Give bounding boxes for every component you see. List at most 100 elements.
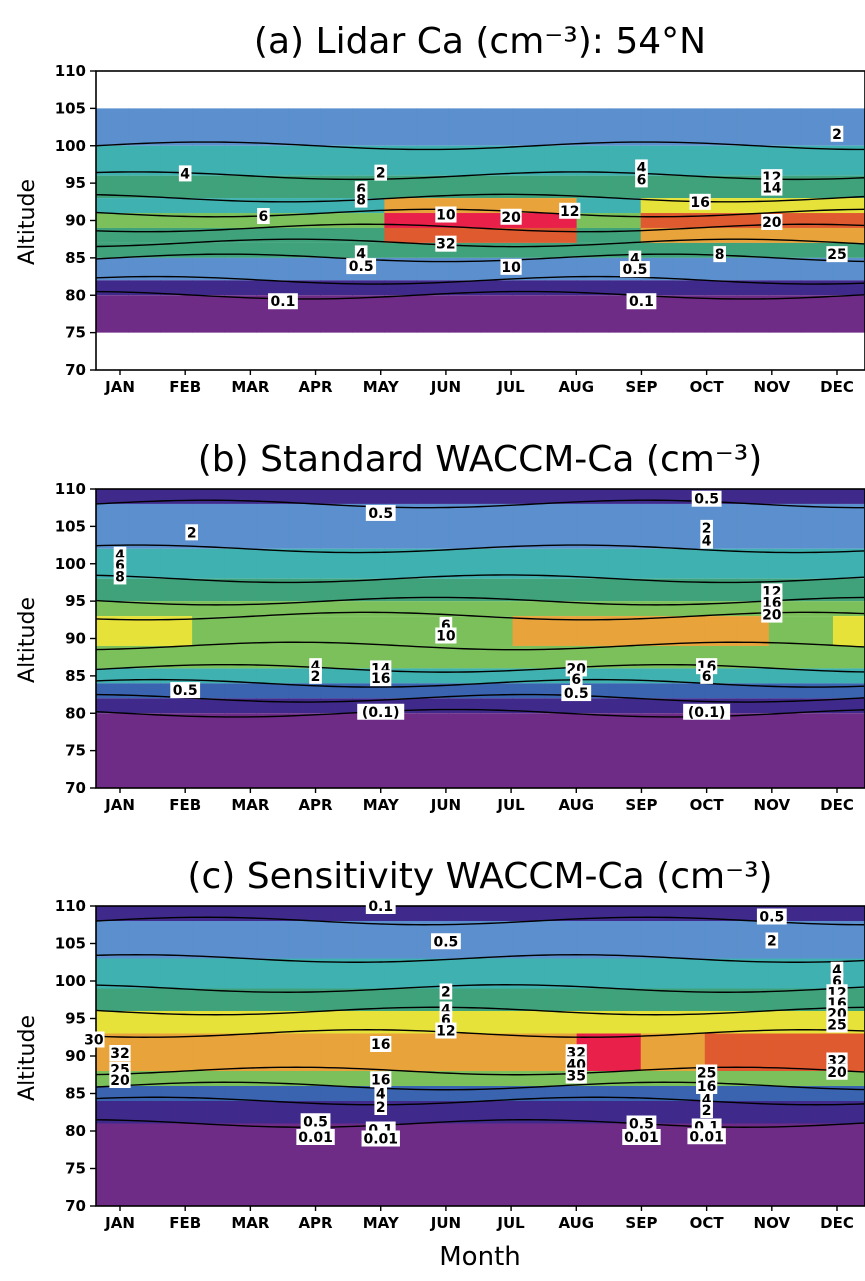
contour-fill bbox=[128, 198, 161, 214]
contour-label-bg bbox=[257, 208, 270, 225]
contour-fill bbox=[448, 683, 482, 699]
contour-fill bbox=[512, 713, 546, 788]
contour-fill bbox=[192, 548, 225, 579]
contour-fill bbox=[448, 295, 482, 333]
contour-fill bbox=[288, 548, 321, 579]
contour-fill bbox=[352, 295, 385, 333]
contour-fill bbox=[704, 295, 738, 333]
y-tick-label: 90 bbox=[65, 630, 86, 648]
contour-fill bbox=[800, 988, 834, 1011]
contour-fill bbox=[224, 616, 257, 646]
contour-fill bbox=[96, 198, 129, 214]
contour-fill bbox=[224, 227, 257, 243]
contour-fill bbox=[704, 601, 738, 617]
contour-fill bbox=[320, 1086, 353, 1101]
y-tick-label: 85 bbox=[65, 249, 86, 267]
contour-fill bbox=[448, 668, 482, 684]
contour-fill bbox=[608, 906, 642, 921]
contour-fill bbox=[160, 1101, 193, 1124]
x-tick-label: FEB bbox=[169, 378, 201, 396]
contour-fill bbox=[96, 1101, 129, 1124]
contour-fill bbox=[256, 257, 289, 281]
contour-fill bbox=[576, 108, 610, 146]
contour-fill bbox=[224, 698, 257, 714]
contour-fill bbox=[192, 1101, 225, 1124]
contour-label-bg bbox=[830, 125, 844, 142]
contour-fill bbox=[416, 280, 450, 296]
contour-fill bbox=[224, 257, 257, 281]
contour-fill bbox=[448, 958, 482, 989]
contour-fill bbox=[512, 958, 546, 989]
contour-line bbox=[95, 678, 865, 688]
contour-label: 25 bbox=[697, 1066, 716, 1082]
contour-fill bbox=[480, 1011, 514, 1034]
contour-fill bbox=[800, 213, 834, 228]
contour-fill bbox=[416, 1123, 450, 1206]
contour-fill bbox=[96, 645, 129, 669]
contour-label: 0.1 bbox=[271, 294, 296, 310]
contour-label: 0.5 bbox=[694, 492, 719, 508]
contour-fill bbox=[192, 257, 225, 281]
contour-fill bbox=[576, 1011, 610, 1034]
contour-fill bbox=[416, 548, 450, 579]
contour-fill bbox=[800, 227, 834, 243]
contour-fill bbox=[672, 175, 706, 199]
contour-fill bbox=[704, 988, 738, 1011]
contour-fill bbox=[416, 175, 450, 199]
contour-fill bbox=[576, 1086, 610, 1101]
x-tick-label: OCT bbox=[690, 796, 725, 814]
contour-fill bbox=[96, 1123, 129, 1206]
contour-fill bbox=[448, 145, 482, 176]
contour-fill bbox=[832, 503, 865, 549]
contour-fill bbox=[736, 958, 770, 989]
contour-fill bbox=[768, 668, 802, 684]
contour-fill bbox=[128, 601, 161, 617]
contour-fill bbox=[640, 988, 674, 1011]
x-tick-label: NOV bbox=[754, 1214, 791, 1232]
contour-fill bbox=[224, 601, 257, 617]
contour-fill bbox=[320, 578, 353, 602]
contour-label-bg bbox=[361, 1130, 400, 1147]
contour-fill bbox=[512, 503, 546, 549]
contour-fill bbox=[768, 1033, 802, 1071]
contour-fill bbox=[416, 683, 450, 699]
contour-fill bbox=[576, 616, 610, 646]
contour-fill bbox=[288, 489, 321, 504]
contour-fill bbox=[768, 108, 802, 146]
contour-label: 25 bbox=[827, 1018, 846, 1034]
panel-title-sensitivity: (c) Sensitivity WACCM-Ca (cm⁻³) bbox=[187, 856, 772, 897]
contour-fill bbox=[256, 489, 289, 504]
contour-fill bbox=[224, 921, 257, 959]
contour-fill bbox=[736, 257, 770, 281]
y-tick-label: 85 bbox=[65, 1085, 86, 1103]
contour-fill bbox=[768, 295, 802, 333]
contour-fill bbox=[832, 145, 865, 176]
x-tick-label: JUN bbox=[430, 378, 461, 396]
contour-fill bbox=[384, 257, 418, 281]
y-axis-label: Altitude bbox=[15, 1015, 40, 1101]
contour-line bbox=[95, 984, 865, 993]
contour-fill bbox=[512, 295, 546, 333]
contour-line bbox=[95, 641, 865, 651]
contour-label: 10 bbox=[436, 208, 456, 224]
contour-fill bbox=[192, 1033, 225, 1071]
contour-fill bbox=[192, 1123, 225, 1206]
contour-fill bbox=[480, 616, 514, 646]
contour-label: 6 bbox=[571, 672, 581, 688]
contour-label: 0.5 bbox=[368, 506, 393, 522]
contour-fill bbox=[544, 578, 578, 602]
x-tick-label: SEP bbox=[625, 796, 657, 814]
contour-fill bbox=[160, 988, 193, 1011]
contour-fill bbox=[256, 1033, 289, 1071]
contour-fill bbox=[800, 242, 834, 258]
contour-label: 2 bbox=[187, 525, 197, 541]
contour-label-bg bbox=[761, 179, 783, 196]
contour-fill bbox=[672, 616, 706, 646]
y-tick-label: 80 bbox=[65, 1122, 86, 1140]
y-tick-label: 75 bbox=[65, 324, 86, 342]
contour-fill bbox=[832, 198, 865, 214]
contour-fill bbox=[576, 713, 610, 788]
contour-fill bbox=[448, 489, 482, 504]
contour-label: 0.01 bbox=[298, 1130, 333, 1146]
contour-label: 0.5 bbox=[303, 1114, 328, 1130]
